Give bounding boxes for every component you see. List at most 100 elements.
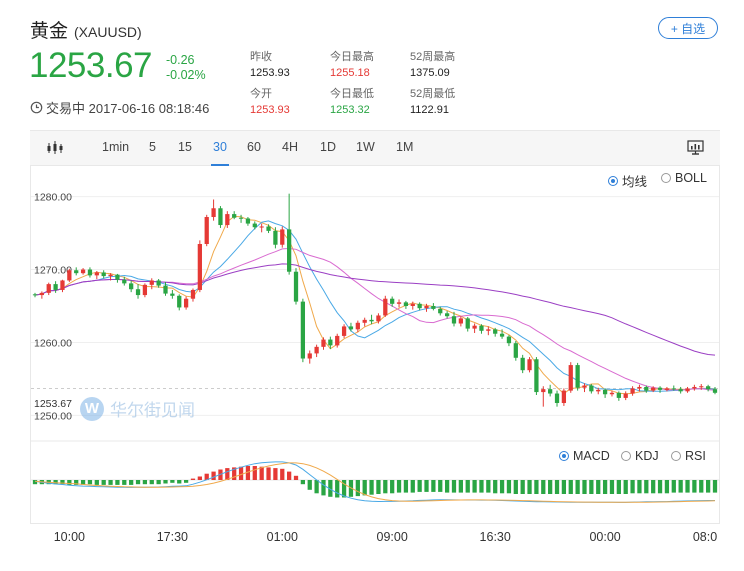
tab-30[interactable]: 30	[211, 140, 229, 166]
option-label: KDJ	[635, 449, 659, 463]
candle-body	[644, 386, 649, 391]
chart-container[interactable]	[30, 166, 720, 524]
candle-body	[534, 359, 539, 393]
macd-bar	[238, 466, 244, 480]
candle-body	[465, 318, 470, 329]
add-watchlist-button[interactable]: + 自选	[658, 17, 718, 39]
option-ma[interactable]: 均线	[608, 171, 647, 190]
candle	[225, 211, 230, 228]
macd-bar	[80, 480, 86, 485]
macd-dea-line	[34, 462, 716, 503]
candle-body	[190, 289, 196, 299]
option-rsi[interactable]: RSI	[671, 449, 706, 463]
trading-status: 交易中 2017-06-16 08:18:46	[30, 98, 209, 117]
candle	[307, 350, 312, 364]
candle-body	[67, 270, 72, 281]
macd-bar	[451, 480, 457, 493]
candle-body	[94, 272, 99, 276]
wallstreetcn-logo: W	[80, 396, 104, 421]
candle-body	[108, 274, 113, 277]
x-tick-label: 01:00	[266, 530, 298, 544]
macd-bar	[252, 466, 257, 480]
tab-1min[interactable]: 1min	[102, 140, 130, 154]
candle	[53, 281, 58, 293]
candle	[396, 299, 402, 308]
macd-bar	[245, 466, 251, 480]
option-macd[interactable]: MACD	[559, 449, 610, 463]
macd-bar	[135, 480, 141, 485]
candle-body	[417, 303, 422, 309]
candle-body	[458, 318, 463, 324]
candle	[211, 199, 216, 221]
candle	[554, 390, 560, 407]
candle-body	[74, 270, 79, 274]
candle	[465, 316, 470, 332]
macd-bar	[259, 466, 264, 480]
option-label: BOLL	[675, 171, 707, 185]
tab-1m[interactable]: 1M	[396, 140, 414, 154]
candle-body	[520, 357, 525, 371]
option-label: 均线	[622, 175, 648, 189]
macd-bar	[74, 480, 79, 485]
candle-body	[60, 280, 65, 290]
option-boll[interactable]: BOLL	[661, 171, 707, 185]
tab-1d[interactable]: 1D	[320, 140, 336, 154]
stat-label: 52周最高	[410, 51, 456, 63]
monitor-icon[interactable]	[687, 140, 704, 156]
macd-bar	[685, 480, 690, 493]
y-tick-label: 1250.00	[34, 410, 72, 422]
macd-bar	[692, 480, 697, 493]
candle-type-icon[interactable]	[46, 141, 64, 155]
tab-5[interactable]: 5	[149, 140, 156, 154]
tab-1w[interactable]: 1W	[356, 140, 375, 154]
candle	[493, 327, 498, 337]
stat-value: 1253.93	[250, 67, 290, 79]
stat-label: 今日最高	[330, 51, 374, 63]
macd-bar	[582, 480, 587, 494]
candle-body	[472, 325, 477, 329]
macd-bar	[101, 480, 106, 485]
candle	[548, 384, 553, 397]
macd-bar	[499, 480, 505, 494]
candle	[472, 323, 477, 333]
macd-bar	[616, 480, 621, 494]
candle-body	[341, 326, 347, 336]
tab-4h[interactable]: 4H	[282, 140, 298, 154]
option-label: MACD	[573, 449, 610, 463]
macd-bar	[465, 480, 470, 493]
candle	[287, 193, 292, 275]
candle-body	[637, 386, 642, 389]
macd-bar	[53, 480, 58, 485]
macd-bar	[204, 473, 209, 480]
candle	[657, 386, 663, 393]
candle-body	[506, 336, 512, 344]
x-tick-label: 08:0	[692, 530, 718, 544]
tab-60[interactable]: 60	[247, 140, 261, 154]
macd-bar	[321, 480, 326, 496]
macd-bar	[225, 468, 230, 480]
option-kdj[interactable]: KDJ	[621, 449, 659, 463]
candle	[80, 268, 86, 275]
instrument-name: 黄金	[30, 21, 69, 42]
candle	[135, 284, 141, 299]
candle	[486, 326, 491, 336]
macd-bar	[671, 480, 676, 493]
radio-icon	[671, 451, 681, 461]
macd-bar	[335, 480, 340, 498]
macd-bar	[362, 480, 367, 496]
macd-bar	[177, 480, 182, 484]
candle-body	[135, 289, 141, 296]
candle	[602, 388, 608, 398]
candle	[156, 279, 161, 288]
candle-body	[493, 329, 498, 334]
macd-bar	[273, 468, 278, 480]
macd-bar	[328, 480, 333, 497]
candle-body	[129, 283, 134, 290]
stat-open: 今开 1253.93	[250, 87, 290, 117]
tab-15[interactable]: 15	[178, 140, 192, 154]
candle	[252, 221, 257, 230]
ma-mid-line	[34, 220, 716, 392]
candle	[245, 217, 251, 226]
candle	[438, 306, 443, 316]
